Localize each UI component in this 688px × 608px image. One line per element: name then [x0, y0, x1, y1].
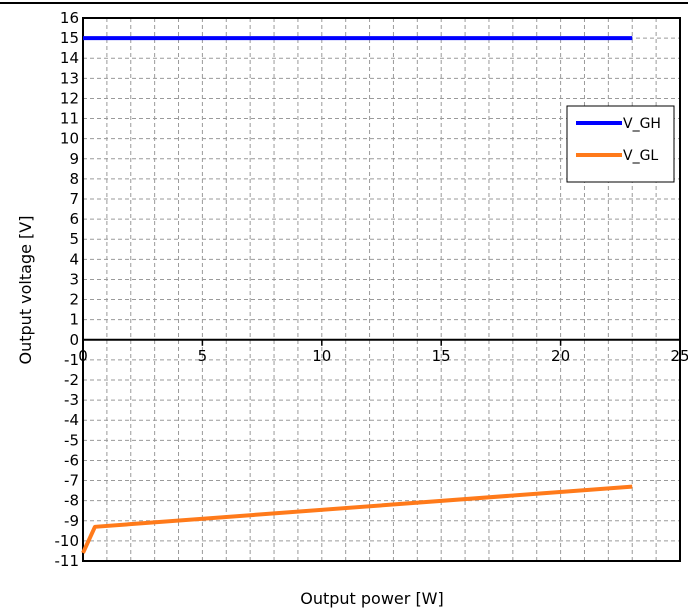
y-tick-label: 4 — [69, 250, 79, 268]
y-tick-label: -1 — [64, 351, 79, 369]
y-tick-label: 16 — [60, 9, 79, 27]
y-tick-label: 13 — [60, 69, 79, 87]
legend-label-v-gl: V_GL — [623, 148, 658, 164]
y-tick-label: -5 — [64, 431, 79, 449]
x-tick-label: 20 — [551, 347, 570, 365]
legend: V_GH V_GL — [566, 105, 675, 183]
y-tick-label: 5 — [69, 230, 79, 248]
y-tick-label: 0 — [69, 331, 79, 349]
x-tick-label: 15 — [432, 347, 451, 365]
y-tick-label: -4 — [64, 411, 79, 429]
y-tick-label: 6 — [69, 210, 79, 228]
y-tick-label: -10 — [55, 532, 80, 550]
y-tick-label: 2 — [69, 291, 79, 309]
y-tick-label: -11 — [55, 552, 80, 570]
y-tick-label: 10 — [60, 130, 79, 148]
tick-labels: 161514131211109876543210-1-2-3-4-5-6-7-8… — [55, 9, 688, 570]
y-tick-label: 14 — [60, 49, 79, 67]
x-tick-label: 5 — [198, 347, 208, 365]
series-line-v-gl — [81, 484, 633, 554]
axes — [82, 338, 681, 346]
y-tick-label: -2 — [64, 371, 79, 389]
y-tick-label: -7 — [64, 472, 79, 490]
legend-label-v-gh: V_GH — [623, 116, 661, 132]
y-tick-label: 1 — [69, 311, 79, 329]
y-tick-label: 12 — [60, 89, 79, 107]
y-tick-label: -9 — [64, 512, 79, 530]
gridlines — [83, 18, 680, 561]
y-tick-label: -8 — [64, 492, 79, 510]
plot-area-border — [82, 17, 681, 562]
x-tick-label: 0 — [78, 347, 88, 365]
series-lines — [81, 36, 633, 554]
y-tick-label: 3 — [69, 270, 79, 288]
x-tick-label: 10 — [312, 347, 331, 365]
legend-box — [566, 105, 675, 183]
y-axis-title: Output voltage [V] — [16, 216, 35, 365]
y-tick-label: 11 — [60, 110, 79, 128]
y-tick-label: 7 — [69, 190, 79, 208]
x-tick-label: 25 — [670, 347, 688, 365]
y-tick-label: 15 — [60, 29, 79, 47]
y-tick-label: 8 — [69, 170, 79, 188]
y-tick-label: 9 — [69, 150, 79, 168]
y-tick-label: -6 — [64, 451, 79, 469]
x-axis-title: Output power [W] — [300, 589, 444, 608]
y-tick-label: -3 — [64, 391, 79, 409]
